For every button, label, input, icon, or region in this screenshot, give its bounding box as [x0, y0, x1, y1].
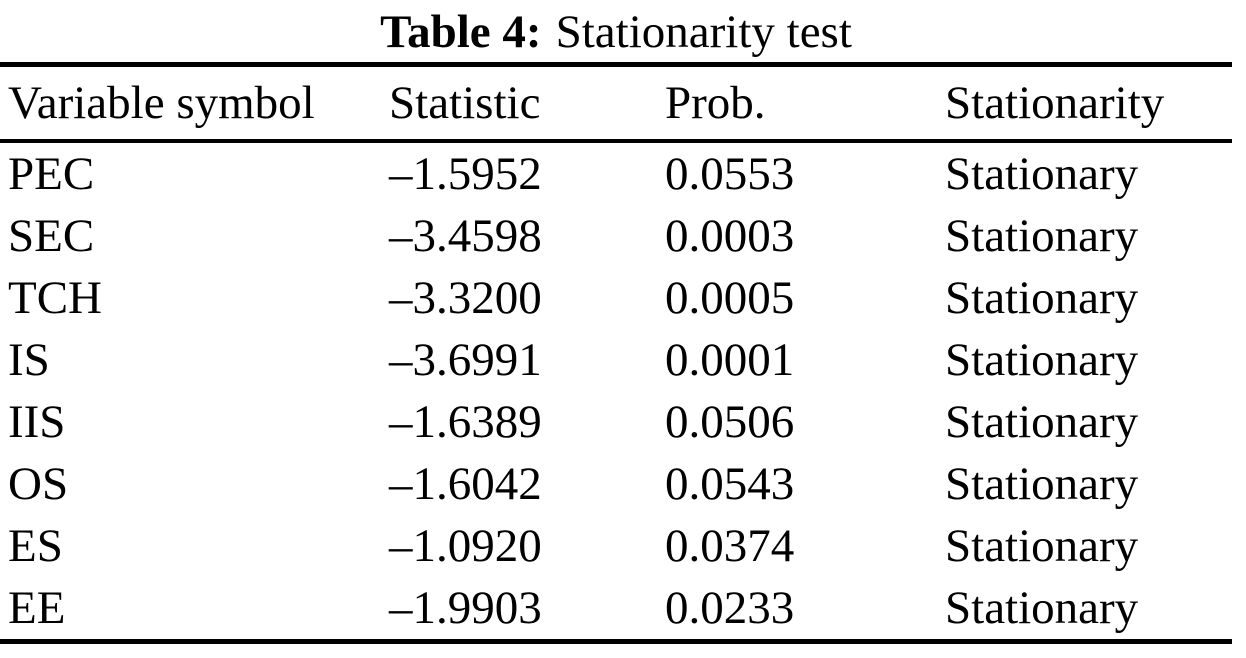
cell-statistic: –3.6991: [389, 334, 542, 386]
cell-variable-symbol: SEC: [8, 210, 95, 262]
stationarity-table: Variable symbol Statistic Prob. Stationa…: [0, 62, 1232, 644]
table-row: IS –3.6991 0.0001 Stationary: [0, 329, 1232, 391]
cell-statistic: –3.3200: [389, 272, 542, 324]
cell-prob: 0.0374: [665, 520, 795, 572]
table-caption: Table 4: Stationarity test: [0, 0, 1232, 62]
cell-statistic: –1.6389: [389, 396, 542, 448]
cell-statistic: –3.4598: [389, 210, 542, 262]
cell-stationarity: Stationary: [945, 458, 1139, 510]
cell-stationarity: Stationary: [945, 582, 1139, 634]
cell-stationarity: Stationary: [945, 520, 1139, 572]
cell-statistic: –1.0920: [389, 520, 542, 572]
column-header-variable-symbol: Variable symbol: [0, 64, 389, 143]
cell-variable-symbol: TCH: [8, 272, 102, 324]
table-row: IIS –1.6389 0.0506 Stationary: [0, 391, 1232, 453]
cell-prob: 0.0233: [665, 582, 795, 634]
table-body: PEC –1.5952 0.0553 Stationary SEC –3.459…: [0, 141, 1232, 642]
cell-prob: 0.0003: [665, 210, 795, 262]
cell-statistic: –1.6042: [389, 458, 542, 510]
table-row: EE –1.9903 0.0233 Stationary: [0, 577, 1232, 642]
table-row: SEC –3.4598 0.0003 Stationary: [0, 205, 1232, 267]
cell-variable-symbol: IS: [8, 334, 50, 386]
cell-variable-symbol: OS: [8, 458, 69, 510]
cell-prob: 0.0553: [665, 148, 795, 200]
table-caption-text: Stationarity test: [555, 6, 852, 58]
cell-variable-symbol: PEC: [8, 148, 95, 200]
cell-statistic: –1.9903: [389, 582, 542, 634]
column-header-stationarity: Stationarity: [945, 64, 1232, 143]
column-header-statistic: Statistic: [389, 64, 665, 143]
cell-prob: 0.0005: [665, 272, 795, 324]
cell-stationarity: Stationary: [945, 272, 1139, 324]
table-row: TCH –3.3200 0.0005 Stationary: [0, 267, 1232, 329]
cell-stationarity: Stationary: [945, 396, 1139, 448]
cell-prob: 0.0001: [665, 334, 795, 386]
column-header-prob: Prob.: [665, 64, 945, 143]
cell-prob: 0.0543: [665, 458, 795, 510]
cell-stationarity: Stationary: [945, 148, 1139, 200]
cell-variable-symbol: ES: [8, 520, 63, 572]
cell-stationarity: Stationary: [945, 334, 1139, 386]
table-header: Variable symbol Statistic Prob. Stationa…: [0, 64, 1232, 143]
cell-variable-symbol: IIS: [8, 396, 66, 448]
table-caption-label: Table 4:: [380, 6, 542, 58]
cell-prob: 0.0506: [665, 396, 795, 448]
table-row: ES –1.0920 0.0374 Stationary: [0, 515, 1232, 577]
header-row: Variable symbol Statistic Prob. Stationa…: [0, 64, 1232, 143]
cell-variable-symbol: EE: [8, 582, 66, 634]
cell-statistic: –1.5952: [389, 148, 542, 200]
table-row: OS –1.6042 0.0543 Stationary: [0, 453, 1232, 515]
table-row: PEC –1.5952 0.0553 Stationary: [0, 141, 1232, 205]
cell-stationarity: Stationary: [945, 210, 1139, 262]
